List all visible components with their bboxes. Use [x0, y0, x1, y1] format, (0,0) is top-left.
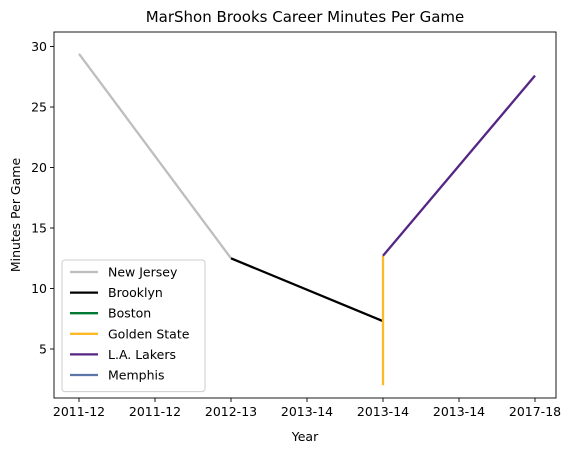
axes-frame — [53, 31, 557, 399]
legend-label: L.A. Lakers — [108, 347, 176, 362]
x-tick-label: 2011-12 — [129, 404, 181, 419]
x-tick-label: 2017-18 — [509, 404, 561, 419]
x-axis-label: Year — [291, 429, 319, 444]
x-tick-label: 2013-14 — [433, 404, 485, 419]
x-tick-label: 2013-14 — [357, 404, 409, 419]
legend-label: Memphis — [108, 368, 165, 383]
y-tick-label: 10 — [31, 281, 47, 296]
series-line-0 — [78, 53, 232, 259]
legend-label: Boston — [108, 306, 151, 321]
chart-title: MarShon Brooks Career Minutes Per Game — [146, 8, 465, 26]
x-tick-label: 2011-12 — [53, 404, 105, 419]
y-axis-label: Minutes Per Game — [8, 158, 23, 273]
legend-label: Golden State — [108, 326, 190, 341]
y-tick-label: 25 — [31, 100, 47, 115]
x-tick-label: 2013-14 — [281, 404, 333, 419]
series-line-4 — [382, 74, 536, 257]
legend-label: Brooklyn — [108, 285, 163, 300]
x-tick-label: 2012-13 — [205, 404, 257, 419]
legend-label: New Jersey — [108, 265, 178, 280]
y-tick-label: 5 — [39, 341, 47, 356]
y-tick-label: 20 — [31, 160, 47, 175]
series-line-1 — [230, 257, 384, 323]
y-tick-label: 15 — [31, 221, 47, 236]
y-tick-label: 30 — [31, 39, 47, 54]
